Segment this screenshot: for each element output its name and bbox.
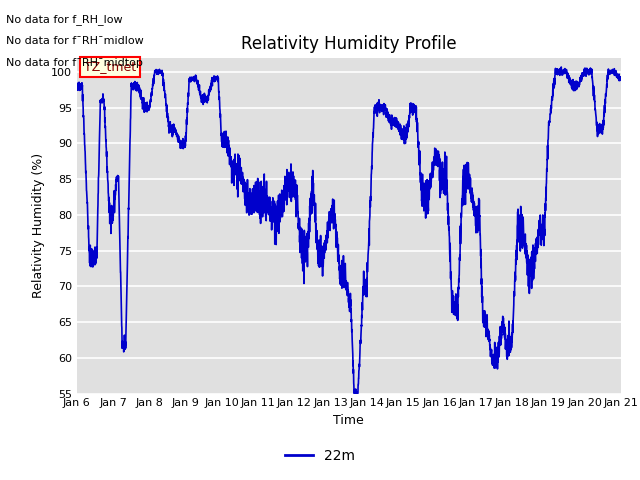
Y-axis label: Relativity Humidity (%): Relativity Humidity (%) xyxy=(33,153,45,298)
Text: No data for f_RH_low: No data for f_RH_low xyxy=(6,14,123,25)
Text: TZ_tmet: TZ_tmet xyxy=(84,60,136,73)
Text: No data for f¯RH¯midlow: No data for f¯RH¯midlow xyxy=(6,36,144,46)
Legend: 22m: 22m xyxy=(280,443,360,468)
X-axis label: Time: Time xyxy=(333,414,364,427)
Title: Relativity Humidity Profile: Relativity Humidity Profile xyxy=(241,35,456,53)
Text: No data for f¯RH¯midtop: No data for f¯RH¯midtop xyxy=(6,58,143,68)
